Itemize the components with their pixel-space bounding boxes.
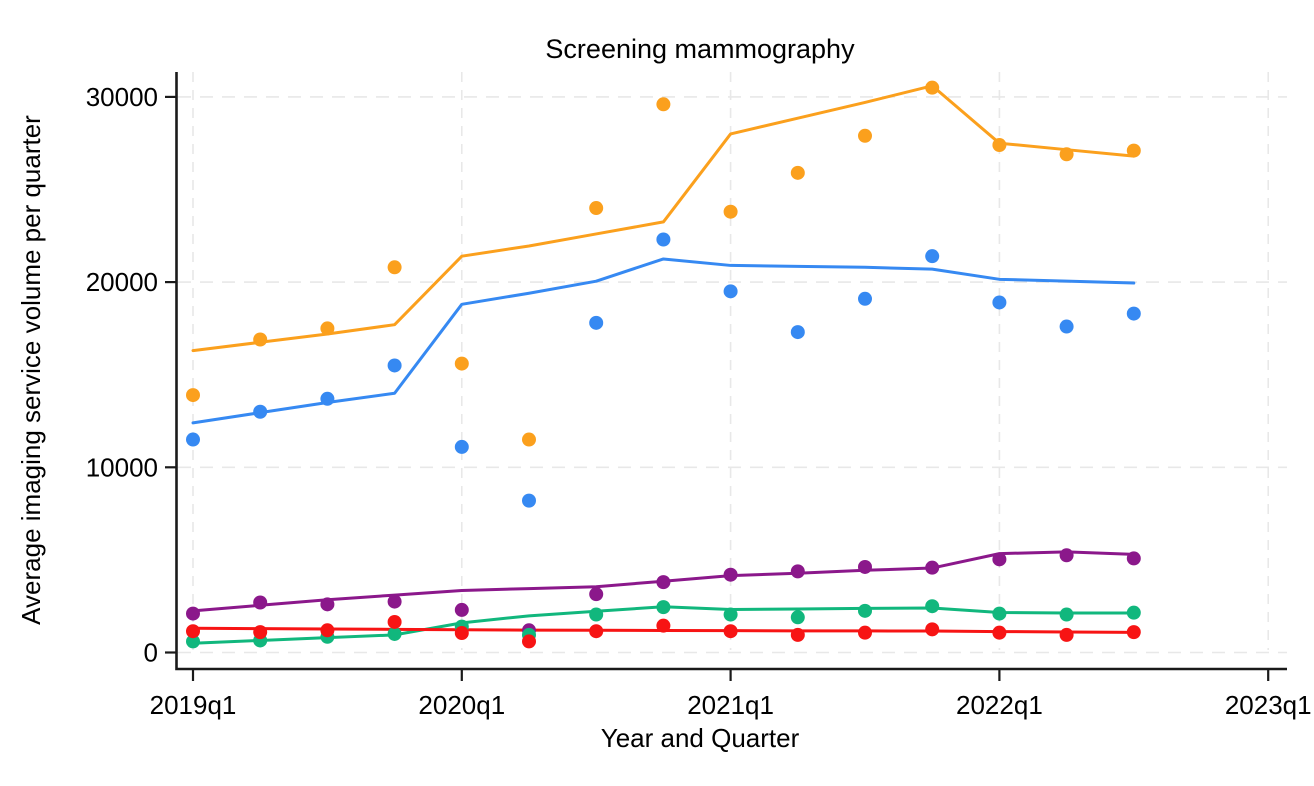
scatter-point-orange (656, 97, 671, 112)
scatter-point-purple (1126, 551, 1141, 566)
scatter-point-green (858, 603, 872, 618)
scatter-point-red (253, 625, 268, 640)
scatter-point-purple (454, 602, 469, 617)
scatter-point-red (992, 625, 1007, 640)
scatter-point-red (387, 614, 402, 629)
y-axis-label: Average imaging service volume per quart… (16, 115, 46, 625)
scatter-point-blue (790, 325, 805, 340)
scatter-point-orange (858, 128, 872, 143)
scatter-point-orange (454, 356, 469, 371)
axes-layer (165, 72, 1287, 681)
scatter-point-blue (387, 358, 402, 373)
scatter-point-blue (522, 493, 536, 508)
trend-line-orange (191, 84, 1136, 353)
chart-title: Screening mammography (545, 34, 855, 64)
scatter-point-green (790, 610, 805, 625)
scatter-point-green (925, 599, 940, 614)
scatter-point-red (1126, 625, 1141, 640)
x-tick-label: 2022q1 (956, 690, 1043, 720)
scatter-point-orange (589, 201, 604, 216)
scatter-point-orange (723, 204, 738, 219)
axis-spines (175, 72, 1287, 671)
scatter-point-purple (858, 559, 872, 574)
scatter-point-purple (589, 587, 604, 602)
scatter-point-green (186, 634, 200, 649)
scatter-point-purple (925, 560, 940, 575)
y-tick-label: 20000 (86, 267, 158, 297)
scatter-point-purple (1059, 548, 1074, 563)
scatter-point-red (186, 624, 200, 639)
scatter-point-orange (253, 332, 268, 347)
scatter-point-blue (253, 404, 268, 419)
scatter-point-red (320, 623, 335, 638)
scatter-point-orange (320, 321, 335, 336)
scatter-point-purple (992, 552, 1007, 567)
scatter-point-green (1059, 607, 1074, 622)
scatter-point-red (723, 624, 738, 639)
x-tick-label: 2023q1 (1225, 690, 1312, 720)
x-tick-label: 2021q1 (687, 690, 774, 720)
series-layer (186, 80, 1141, 649)
scatter-point-red (454, 626, 469, 641)
scatter-point-red (1059, 627, 1074, 642)
scatter-point-red (522, 634, 536, 649)
trend-line-blue (191, 257, 1136, 425)
scatter-point-red (790, 627, 805, 642)
scatter-point-blue (320, 391, 335, 406)
scatter-point-purple (723, 567, 738, 582)
scatter-point-orange (186, 388, 200, 403)
x-tick-label: 2020q1 (418, 690, 505, 720)
scatter-point-blue (186, 432, 200, 447)
scatter-point-orange (387, 260, 402, 275)
scatter-point-blue (925, 249, 940, 264)
y-tick-label: 10000 (86, 452, 158, 482)
scatter-point-blue (589, 315, 604, 330)
scatter-point-orange (925, 80, 940, 95)
scatter-point-green (387, 626, 402, 641)
scatter-point-blue (454, 439, 469, 454)
scatter-point-purple (387, 594, 402, 609)
scatter-point-blue (656, 232, 671, 247)
scatter-point-red (589, 624, 604, 639)
scatter-point-blue (723, 284, 738, 299)
scatter-point-green (656, 600, 671, 615)
scatter-point-blue (1126, 306, 1141, 321)
scatter-point-green (723, 607, 738, 622)
scatter-point-red (925, 622, 940, 637)
y-tick-label: 30000 (86, 82, 158, 112)
scatter-point-purple (253, 595, 268, 610)
scatter-point-orange (1059, 147, 1074, 162)
scatter-point-purple (656, 575, 671, 590)
scatter-point-purple (320, 597, 335, 612)
scatter-point-green (589, 607, 604, 622)
scatter-point-blue (992, 295, 1007, 310)
scatter-point-green (1126, 605, 1141, 620)
scatter-point-purple (186, 606, 200, 621)
scatter-point-orange (790, 165, 805, 180)
scatter-point-orange (1126, 143, 1141, 158)
scatter-point-red (656, 618, 671, 633)
x-axis-label: Year and Quarter (601, 723, 800, 753)
scatter-point-orange (522, 432, 536, 447)
scatter-point-blue (1059, 319, 1074, 334)
scatter-point-blue (858, 291, 872, 306)
scatter-point-orange (992, 138, 1007, 153)
scatter-point-green (992, 606, 1007, 621)
scatter-point-red (858, 625, 872, 640)
y-tick-label: 0 (144, 638, 158, 668)
gridlines-layer (178, 72, 1287, 654)
scatter-point-purple (790, 564, 805, 579)
tick-labels-layer: 0 10000 20000 30000 2019q1 2020q1 2021q1 2022q1… (86, 82, 1312, 720)
x-tick-label: 2019q1 (150, 690, 237, 720)
